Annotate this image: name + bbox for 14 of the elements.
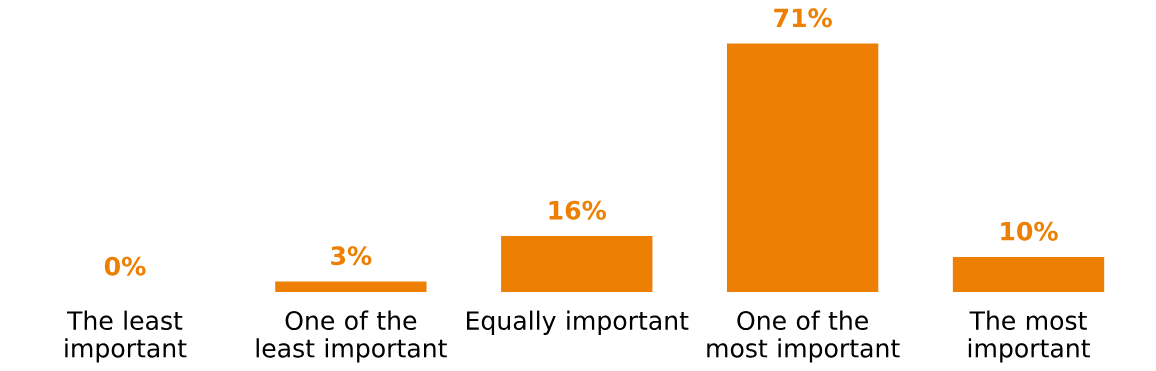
bar: [275, 281, 427, 292]
data-label: 0%: [104, 256, 146, 276]
x-tick-label: One of the most important: [707, 310, 900, 363]
x-tick-label: The most important: [968, 310, 1090, 363]
bar: [501, 235, 653, 292]
bar: [726, 43, 879, 292]
data-label: 3%: [331, 246, 372, 266]
data-label: 71%: [774, 8, 832, 28]
x-tick-label: One of the least important: [256, 310, 447, 363]
data-label: 16%: [549, 200, 607, 220]
bar: [952, 256, 1105, 292]
x-tick-label: Equally important: [467, 310, 689, 335]
data-label: 10%: [1001, 221, 1058, 241]
x-tick-label: The least important: [65, 310, 187, 363]
